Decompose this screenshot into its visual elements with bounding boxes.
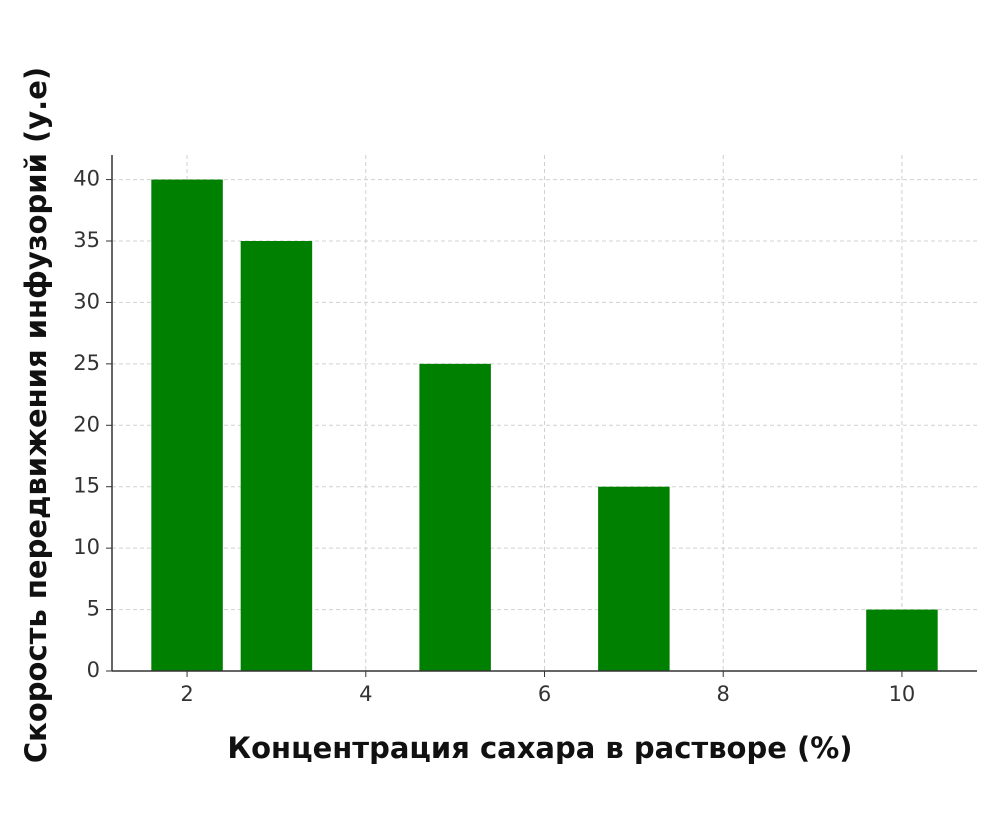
y-tick-label: 15 [73, 474, 100, 498]
y-tick-label: 40 [73, 167, 100, 191]
y-tick-label: 35 [73, 228, 100, 252]
y-tick-label: 25 [73, 351, 100, 375]
bar [419, 363, 491, 671]
y-tick-label: 5 [87, 597, 100, 621]
y-axis-title: Скорость передвижения инфузорий (у.е) [19, 67, 53, 763]
x-tick-label: 6 [538, 682, 551, 706]
x-tick-label: 4 [359, 682, 372, 706]
x-tick-label: 8 [717, 682, 730, 706]
bar [598, 486, 670, 671]
x-axis-title: Концентрация сахара в растворе (%) [227, 731, 852, 765]
bar [866, 609, 938, 671]
x-tick-label: 10 [889, 682, 916, 706]
bar [151, 179, 223, 672]
x-tick-label: 2 [180, 682, 193, 706]
y-tick-label: 0 [87, 658, 100, 682]
y-tick-label: 30 [73, 289, 100, 313]
y-tick-label: 20 [73, 412, 100, 436]
bar [240, 241, 313, 671]
y-tick-label: 10 [73, 535, 100, 559]
